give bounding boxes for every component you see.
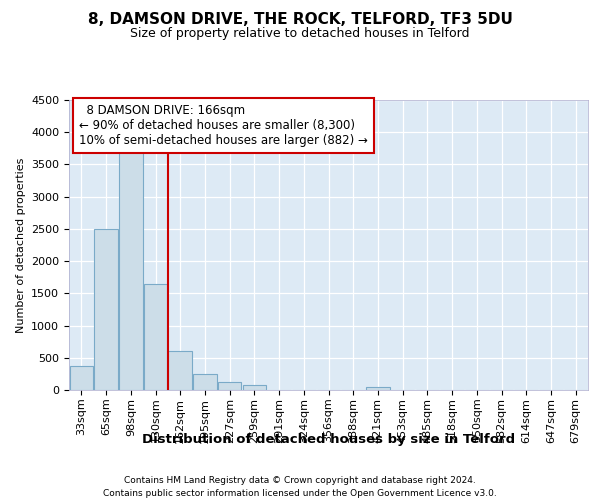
Text: Size of property relative to detached houses in Telford: Size of property relative to detached ho… bbox=[130, 28, 470, 40]
Bar bbox=[119, 148, 143, 390]
Text: 8 DAMSON DRIVE: 166sqm
← 90% of detached houses are smaller (8,300)
10% of semi-: 8 DAMSON DRIVE: 166sqm ← 90% of detached… bbox=[79, 104, 368, 148]
Bar bbox=[193, 374, 217, 390]
Bar bbox=[70, 366, 93, 390]
Bar bbox=[169, 352, 192, 390]
Bar bbox=[94, 229, 118, 390]
Text: 8, DAMSON DRIVE, THE ROCK, TELFORD, TF3 5DU: 8, DAMSON DRIVE, THE ROCK, TELFORD, TF3 … bbox=[88, 12, 512, 28]
Text: Contains public sector information licensed under the Open Government Licence v3: Contains public sector information licen… bbox=[103, 489, 497, 498]
Text: Contains HM Land Registry data © Crown copyright and database right 2024.: Contains HM Land Registry data © Crown c… bbox=[124, 476, 476, 485]
Bar bbox=[144, 284, 167, 390]
Bar bbox=[218, 382, 241, 390]
Bar bbox=[366, 387, 389, 390]
Bar bbox=[242, 385, 266, 390]
Text: Distribution of detached houses by size in Telford: Distribution of detached houses by size … bbox=[142, 432, 515, 446]
Y-axis label: Number of detached properties: Number of detached properties bbox=[16, 158, 26, 332]
